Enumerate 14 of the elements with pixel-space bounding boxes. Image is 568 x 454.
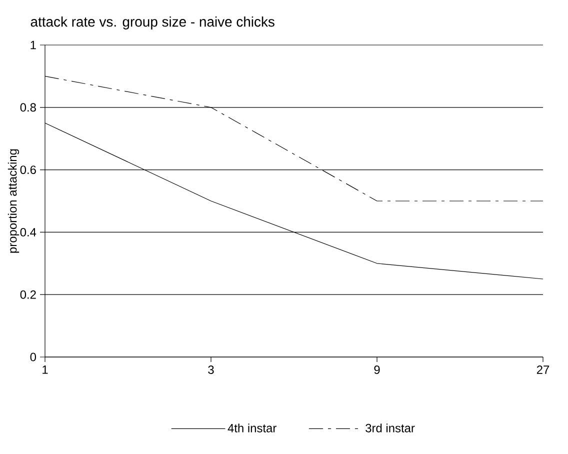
y-tick-label: 0.2 [20, 290, 36, 299]
chart-title: attack rate vs. group size - naive chicks [30, 16, 274, 30]
y-tick-label: 0 [30, 352, 36, 362]
y-tick-label: 1 [30, 40, 36, 50]
y-tick-label: 0.6 [20, 166, 36, 174]
x-tick-label: 9 [374, 366, 380, 374]
legend-label: 4th instar [228, 424, 276, 432]
x-tick-label: 27 [536, 366, 550, 374]
x-tick-label: 1 [42, 366, 48, 374]
y-tick-label: 0.8 [20, 103, 36, 112]
y-tick-label: 0.4 [20, 228, 36, 236]
legend-label: 3rd instar [366, 424, 415, 432]
y-axis-title: proportion attacking [8, 149, 20, 253]
x-tick-label: 3 [208, 366, 214, 374]
